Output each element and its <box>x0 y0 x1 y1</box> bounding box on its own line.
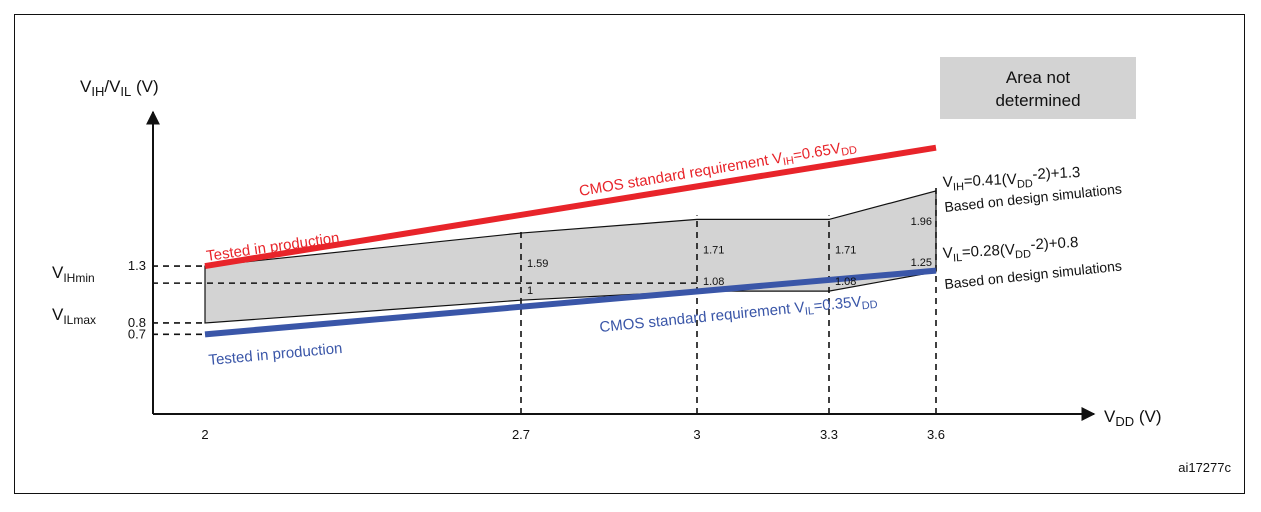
y-axis-label: VIH/VIL (V) <box>80 77 159 99</box>
vih-formula: VIH=0.41(VDD-2)+1.3 <box>942 164 1081 194</box>
x-tick-label: 3.6 <box>927 427 945 442</box>
x-tick-labels: 2 2.7 3 3.3 3.6 <box>201 427 945 442</box>
guide-lines <box>152 186 937 414</box>
figure-id: ai17277c <box>1178 460 1231 475</box>
y-tick-label: 1.3 <box>128 258 146 273</box>
y-tick-labels: 1.3 0.80.7 <box>128 258 146 341</box>
x-tick-label: 2 <box>201 427 208 442</box>
vihmin-label: VIHmin <box>52 263 95 285</box>
x-axis-label: VDD (V) <box>1104 407 1162 429</box>
point-label: 1.71 <box>703 244 724 256</box>
point-label: 1.59 <box>527 258 548 270</box>
legend-area-box <box>940 57 1136 119</box>
point-label: 1.71 <box>835 244 856 256</box>
point-labels: 1.59 1 1.71 1.08 1.71 1.08 1.96 1.25 <box>527 216 932 297</box>
point-label: 1.96 <box>911 216 932 228</box>
vil-note: Based on design simulations <box>944 257 1123 292</box>
legend-area-text-line1: Area not <box>1006 68 1071 87</box>
y-tick-label: 0.7 <box>128 326 146 341</box>
vilmax-label: VILmax <box>52 305 96 327</box>
x-tick-label: 3.3 <box>820 427 838 442</box>
vih-cmos-line <box>204 144 937 270</box>
x-tick-label: 3 <box>693 427 700 442</box>
x-tick-label: 2.7 <box>512 427 530 442</box>
vil-tested-label: Tested in production <box>208 340 343 369</box>
point-label: 1 <box>527 285 533 297</box>
point-label: 1.25 <box>911 257 932 269</box>
figure-frame <box>14 14 1245 494</box>
point-label: 1.08 <box>703 276 724 288</box>
vil-cmos-line <box>204 267 937 338</box>
point-label: 1.08 <box>835 276 856 288</box>
legend-area-text-line2: determined <box>995 91 1080 110</box>
y-tick-label: 0.8 <box>128 315 146 330</box>
vil-formula: VIL=0.28(VDD-2)+0.8 <box>942 234 1079 265</box>
